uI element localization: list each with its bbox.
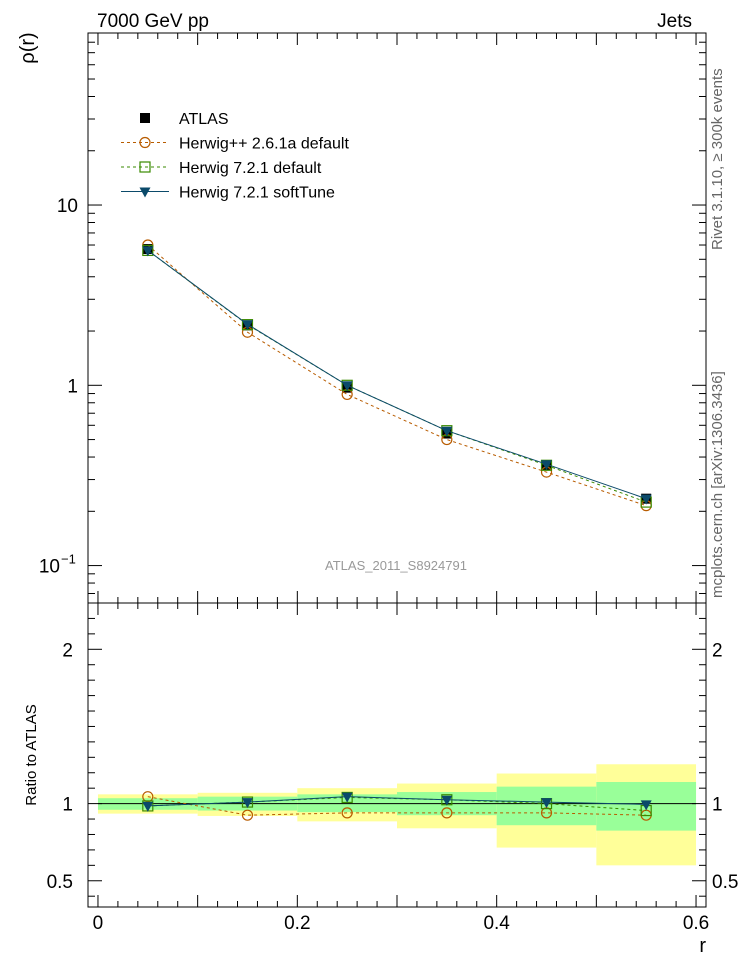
ratio-point: [640, 800, 652, 811]
ratio-line: [147, 796, 647, 816]
main-panel: 10 −1110ρ(r)ATLAS_2011_S8924791ATLASHerwi…: [17, 32, 707, 604]
ratio-point: [341, 807, 353, 819]
data-point: [241, 320, 253, 331]
series-line: [147, 244, 647, 507]
analysis-watermark: ATLAS_2011_S8924791: [325, 558, 467, 573]
y-tick-label: 10: [39, 557, 60, 578]
ratio-point: [142, 801, 154, 812]
y-tick-label: 2: [62, 640, 73, 661]
legend-label: ATLAS: [179, 111, 229, 128]
series-line: [147, 250, 647, 503]
legend-label: Herwig++ 2.6.1a default: [179, 136, 349, 153]
legend-marker: [139, 161, 151, 173]
x-tick-label: 0.2: [284, 913, 310, 934]
y-tick-label-right: 2: [712, 640, 723, 661]
y-axis-label: ρ(r): [17, 32, 39, 63]
ratio-point: [241, 798, 253, 809]
data-point: [142, 246, 154, 257]
y-tick-label-exponent: −1: [61, 552, 76, 567]
ratio-point: [441, 807, 453, 819]
ratio-point: [142, 791, 154, 803]
y-tick-label-right: 1: [712, 795, 723, 816]
data-point: [541, 460, 553, 471]
legend-marker: [139, 136, 151, 149]
mcplots-label: mcplots.cern.ch [arXiv:1306.3436]: [709, 371, 726, 598]
data-point: [441, 426, 453, 437]
ratio-point: [541, 798, 553, 809]
y-tick-label: 10: [57, 196, 78, 217]
ratio-y-axis-label: Ratio to ATLAS: [23, 704, 40, 805]
data-point: [640, 494, 652, 505]
y-tick-label: 0.5: [47, 872, 73, 893]
rivet-label: Rivet 3.1.10, ≥ 300k events: [709, 68, 726, 250]
legend-marker: [140, 113, 150, 123]
ratio-line: [147, 796, 647, 812]
ratio-point: [341, 792, 353, 803]
y-tick-label-right: 0.5: [712, 872, 738, 893]
ratio-panel: 0 0.2 0.4 0.6r 0.5 0.5 1 1 2 2 Ratio to ATLAS: [23, 33, 738, 957]
ratio-line: [147, 796, 647, 807]
y-tick-label: 1: [62, 795, 73, 816]
x-tick-label: 0.4: [483, 913, 510, 934]
x-tick-label: 0: [93, 913, 104, 934]
series-line: [147, 250, 647, 500]
legend-label: Herwig 7.2.1 default: [179, 160, 322, 177]
header-right: Jets: [657, 11, 692, 32]
legend: ATLAS Herwig++ 2.6.1a default Herwig 7.2.1…: [121, 111, 349, 202]
legend-label: Herwig 7.2.1 softTune: [179, 185, 335, 202]
legend-marker: [139, 187, 151, 198]
header-left: 7000 GeV pp: [97, 11, 209, 32]
x-axis-label: r: [699, 935, 706, 957]
ratio-point: [241, 809, 254, 821]
ratio-point: [441, 795, 453, 806]
y-tick-label: 1: [67, 376, 78, 397]
x-tick-label: 0.6: [683, 913, 709, 934]
data-point: [341, 381, 353, 392]
